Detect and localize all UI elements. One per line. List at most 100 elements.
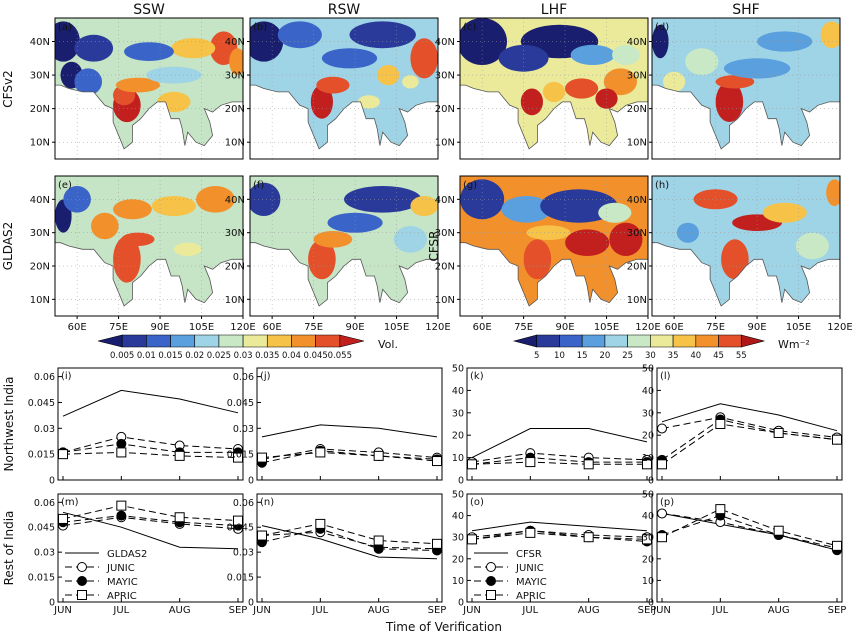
map-contour: [173, 242, 202, 256]
legend-marker: [486, 562, 496, 572]
map-contour: [250, 182, 281, 217]
series-line-junic: [261, 531, 438, 550]
map-contour: [826, 179, 840, 206]
series-line-apric: [62, 505, 239, 522]
map-contour: [115, 77, 160, 93]
map-contour: [113, 235, 141, 283]
legend-marker: [486, 590, 496, 600]
y-tick-label: 30: [642, 408, 654, 419]
map-contour: [229, 48, 243, 75]
map-contour: [151, 196, 196, 216]
data-point: [773, 525, 784, 536]
series-line-mayic: [661, 515, 838, 551]
row-label: CFSR: [427, 230, 441, 261]
series-line-apric: [261, 523, 438, 545]
lat-tick-label: 20N: [225, 262, 245, 273]
map-contour: [565, 229, 610, 256]
colorbar-tick-label: 30: [645, 351, 656, 361]
coastline: [652, 18, 840, 150]
series-line-junic: [471, 452, 648, 463]
map-contour: [91, 212, 119, 240]
lon-tick-label: 75E: [304, 322, 323, 333]
column-title: LHF: [541, 2, 567, 18]
data-point: [315, 447, 326, 458]
y-tick-label: 30: [642, 533, 654, 544]
lon-tick-label: 60E: [665, 322, 684, 333]
x-axis-title: Time of Verification: [385, 620, 502, 634]
legend-label: APRIC: [516, 591, 546, 602]
y-tick-label: 0.06: [233, 372, 254, 383]
map-contour: [609, 222, 643, 256]
data-point: [174, 512, 185, 523]
y-tick-label: 0.03: [233, 548, 254, 559]
map-panel-f: [250, 176, 438, 316]
coastline: [55, 18, 243, 150]
coastline: [652, 176, 840, 307]
data-point: [657, 508, 667, 519]
y-tick-label: 0: [248, 476, 254, 487]
map-contour: [663, 71, 686, 92]
y-tick-label: 0.06: [233, 498, 254, 509]
y-tick-label: 0.045: [227, 398, 254, 409]
map-panel-b: [250, 18, 438, 159]
map-contour: [277, 21, 322, 49]
map-contour: [565, 78, 599, 99]
legend-marker: [77, 590, 87, 600]
y-tick-label: 50: [452, 364, 464, 375]
y-tick-label: 30: [452, 533, 464, 544]
series-line-cfsr: [661, 403, 838, 432]
x-tick-label: AUG: [169, 605, 191, 616]
map-contour: [498, 229, 521, 250]
column-title: SHF: [732, 2, 759, 18]
x-tick-label: JUN: [652, 605, 671, 616]
y-tick-label: 40: [642, 386, 654, 397]
colorbar-tick-label: 35: [668, 351, 679, 361]
data-point: [525, 527, 536, 538]
data-point: [257, 530, 267, 541]
data-point: [467, 459, 477, 470]
x-tick-label: AUG: [578, 605, 600, 616]
map-contour: [327, 212, 383, 233]
colorbar-tick-label: 0.045: [303, 351, 327, 361]
y-tick-label: 0.015: [227, 450, 254, 461]
row-label: Rest of India: [2, 511, 16, 586]
series-line-mayic: [62, 515, 239, 527]
y-tick-label: 0: [458, 476, 464, 487]
map-contour: [723, 58, 791, 79]
data-point: [657, 459, 667, 470]
series-line-junic: [661, 416, 838, 438]
map-contour: [540, 189, 618, 223]
lon-tick-label: 105E: [384, 322, 409, 333]
series-line-cfsr: [471, 521, 648, 532]
lat-tick-label: 20N: [225, 104, 245, 115]
lat-tick-label: 20N: [30, 104, 50, 115]
data-point: [657, 423, 667, 434]
colorbar-tick-label: 0.04: [282, 351, 301, 361]
lon-tick-label: 90E: [556, 322, 575, 333]
data-point: [715, 419, 726, 429]
map-frame: [651, 175, 841, 317]
map-panel-g: [460, 176, 648, 316]
x-tick-label: JUL: [521, 605, 538, 616]
y-tick-label: 0.06: [34, 498, 55, 509]
colorbar-tick-label: 10: [554, 351, 565, 361]
coastline: [55, 176, 243, 307]
panel-label: (l): [660, 371, 671, 382]
panel-label: (n): [260, 497, 274, 508]
y-tick-label: 10: [642, 453, 654, 464]
series-line-apric: [661, 423, 838, 465]
colorbar-cell: [121, 334, 147, 348]
map-frame: [459, 175, 649, 317]
lat-tick-label: 20N: [435, 104, 455, 115]
data-point: [116, 510, 127, 521]
map-frame: [459, 17, 649, 160]
map-frame: [54, 175, 244, 317]
colorbar-cell: [740, 334, 766, 348]
y-tick-label: 0.015: [227, 573, 254, 584]
data-point: [233, 452, 243, 463]
series-line-mayic: [261, 528, 438, 551]
colorbar-cell: [536, 334, 560, 348]
data-point: [373, 450, 384, 461]
panel-label: (a): [58, 22, 72, 33]
